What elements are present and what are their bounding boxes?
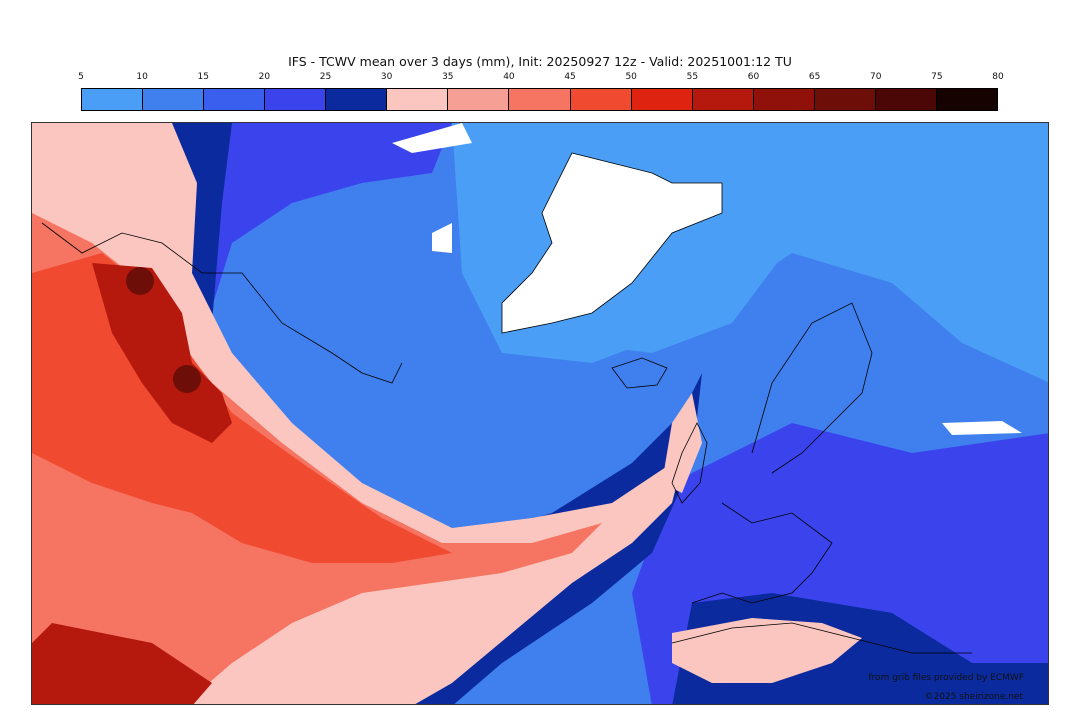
- colorbar-tick-40: 40: [503, 72, 515, 82]
- north-canada-band: [182, 123, 452, 323]
- colorbar-swatch-8: [570, 89, 632, 110]
- colorbar-swatch-12: [814, 89, 876, 110]
- scandinavia-missing: [942, 421, 1022, 435]
- colorbar-tick-65: 65: [808, 72, 821, 82]
- coastline-scandinavia: [751, 302, 873, 474]
- colorbar-tick-20: 20: [258, 72, 271, 82]
- colorbar-tick-15: 15: [197, 72, 209, 82]
- map-svg: [32, 123, 1048, 704]
- colorbar-swatch-14: [936, 89, 997, 110]
- weather-map: [31, 122, 1049, 705]
- colorbar-tick-10: 10: [136, 72, 148, 82]
- colorbar-tick-70: 70: [869, 72, 882, 82]
- colorbar-swatch-10: [692, 89, 754, 110]
- colorbar-swatch-4: [326, 89, 388, 110]
- data-source-credit: from grib files provided by ECMWF: [868, 673, 1024, 683]
- colorbar-tick-55: 55: [686, 72, 699, 82]
- coastline-north-america: [41, 222, 403, 384]
- cyclone-core-north: [126, 267, 154, 295]
- moisture-55: [92, 263, 232, 443]
- ellesmere-ice: [432, 223, 452, 253]
- colorbar-tick-75: 75: [931, 72, 943, 82]
- colorbar-swatch-13: [875, 89, 937, 110]
- colorbar-legend: [81, 88, 998, 111]
- colorbar-swatch-3: [265, 89, 327, 110]
- greenland-ice-sheet: [502, 153, 722, 333]
- colorbar-swatch-5: [387, 89, 449, 110]
- colorbar-tick-80: 80: [992, 72, 1004, 82]
- coastline-britain: [671, 422, 708, 504]
- coastline-iceland: [611, 357, 668, 389]
- chart-title: IFS - TCWV mean over 3 days (mm), Init: …: [288, 54, 792, 69]
- moisture-55-south: [32, 623, 212, 704]
- colorbar-swatch-0: [82, 89, 144, 110]
- colorbar-swatch-7: [509, 89, 571, 110]
- colorbar-tick-50: 50: [625, 72, 637, 82]
- colorbar-swatch-2: [204, 89, 266, 110]
- coastline-greenland: [501, 152, 723, 334]
- biscay-moisture-30: [662, 393, 702, 493]
- moisture-40: [32, 213, 602, 704]
- alaska-strip: [392, 123, 472, 153]
- north-africa-moisture-30: [672, 618, 862, 683]
- colorbar-tick-5: 5: [78, 72, 84, 82]
- coastline-europe: [691, 502, 833, 604]
- colorbar-tick-45: 45: [564, 72, 576, 82]
- copyright-credit: ©2025 sheirizone.net: [924, 692, 1024, 702]
- colorbar-tick-35: 35: [442, 72, 454, 82]
- colorbar-tick-30: 30: [380, 72, 393, 82]
- colorbar-swatch-11: [753, 89, 815, 110]
- colorbar-swatch-9: [631, 89, 693, 110]
- colorbar-swatch-1: [143, 89, 205, 110]
- cyclone-core-south: [173, 365, 201, 393]
- colorbar-tick-25: 25: [319, 72, 332, 82]
- coastline-north-africa: [671, 622, 972, 654]
- colorbar-tick-60: 60: [747, 72, 760, 82]
- colorbar-swatch-6: [448, 89, 510, 110]
- colorbar-tick-labels: 5 10 15 20 25 30 35 40 45 50 55 60 65 70 75 80: [78, 72, 1004, 86]
